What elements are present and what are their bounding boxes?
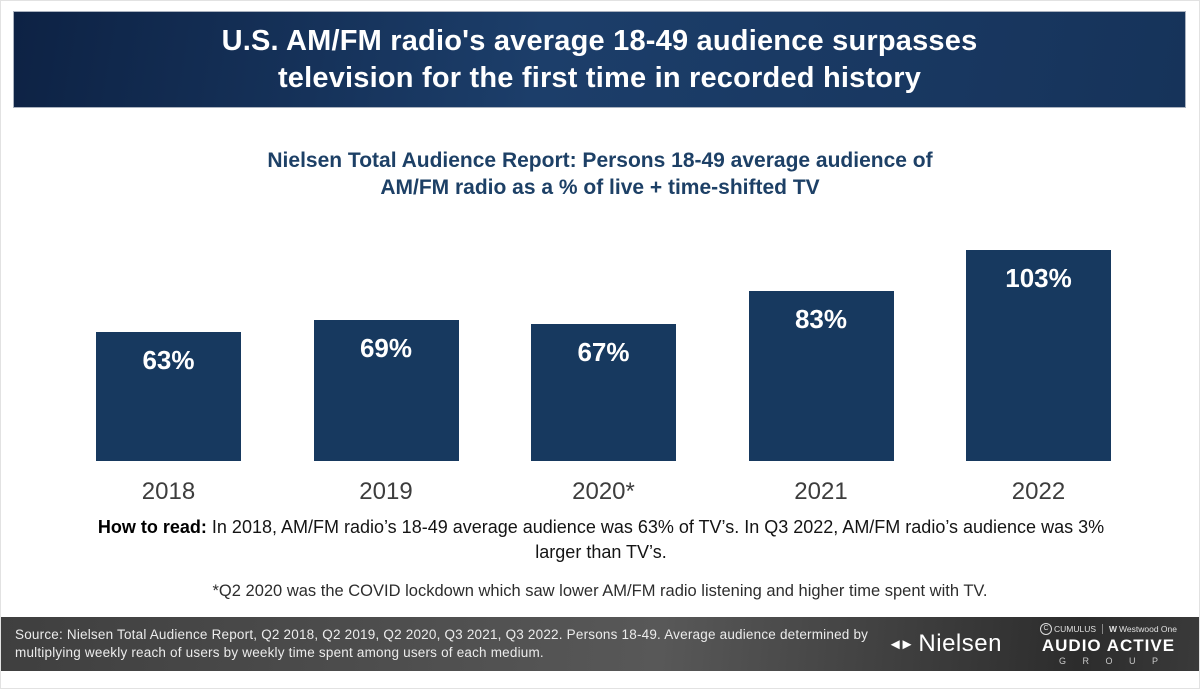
- how-to-read-label: How to read:: [97, 517, 207, 537]
- nielsen-logo: ◄ ► Nielsen: [888, 630, 1002, 658]
- westwood-one-label: Westwood One: [1119, 623, 1177, 634]
- group-label: G R O U P: [1058, 655, 1165, 666]
- bar-chart: 63% 69% 67% 83% 103%: [96, 249, 1111, 461]
- page-title-line2: television for the first time in recorde…: [277, 61, 922, 94]
- westwood-w-icon: W: [1109, 623, 1118, 634]
- nielsen-play-left-icon: ◄: [887, 635, 903, 653]
- x-axis-labels: 2018 2019 2020* 2021 2022: [96, 478, 1111, 506]
- bar-2019: 69%: [313, 320, 459, 461]
- bar-2018: 63%: [96, 332, 241, 461]
- x-axis-label-2020: 2020*: [572, 478, 635, 505]
- source-text: Source: Nielsen Total Audience Report, Q…: [15, 626, 869, 661]
- bar-value-label-2018: 63%: [142, 345, 195, 375]
- x-axis-label-2018: 2018: [141, 478, 196, 505]
- footer-bar: Source: Nielsen Total Audience Report, Q…: [1, 617, 1199, 671]
- header-banner: U.S. AM/FM radio's average 18-49 audienc…: [13, 11, 1186, 108]
- bar-column-2018: 63%: [96, 332, 241, 461]
- cumulus-c-icon: C: [1039, 622, 1052, 635]
- x-axis-label-2019: 2019: [359, 478, 413, 505]
- westwood-one-logo: W Westwood One: [1109, 624, 1177, 634]
- x-axis-label-2022: 2022: [1011, 478, 1066, 505]
- bar-value-label-2021: 83%: [794, 304, 848, 334]
- cumulus-label: CUMULUS: [1053, 623, 1096, 634]
- logo-divider: [1102, 623, 1103, 634]
- bar-2021: 83%: [748, 291, 894, 461]
- audio-active-group-logo: C CUMULUS W Westwood One AUDIO ACTIVE G …: [1039, 622, 1177, 666]
- how-to-read-note: How to read: In 2018, AM/FM radio’s 18-4…: [91, 515, 1111, 565]
- bar-2022: 103%: [966, 250, 1111, 461]
- page-title-line1: U.S. AM/FM radio's average 18-49 audienc…: [221, 24, 978, 57]
- chart-subtitle: Nielsen Total Audience Report: Persons 1…: [1, 147, 1199, 201]
- bar-column-2021: 83%: [748, 291, 894, 461]
- bar-value-label-2020: 67%: [577, 337, 630, 367]
- bar-column-2020: 67%: [531, 324, 676, 461]
- footer-logos: ◄ ► Nielsen C CUMULUS W Westwood One AUD…: [888, 622, 1177, 666]
- audio-active-label: AUDIO ACTIVE: [1041, 635, 1176, 655]
- how-to-read-text: In 2018, AM/FM radio’s 18-49 average aud…: [206, 517, 1105, 562]
- bar-value-label-2019: 69%: [359, 333, 413, 363]
- nielsen-play-right-icon: ►: [899, 635, 915, 653]
- bar-column-2019: 69%: [313, 320, 459, 461]
- aag-parent-brands: C CUMULUS W Westwood One: [1039, 622, 1177, 635]
- bar-2020: 67%: [531, 324, 676, 461]
- nielsen-wordmark: Nielsen: [918, 630, 1002, 657]
- covid-footnote: *Q2 2020 was the COVID lockdown which sa…: [212, 582, 988, 600]
- bar-column-2022: 103%: [966, 250, 1111, 461]
- x-axis-label-2021: 2021: [794, 478, 848, 505]
- cumulus-media-logo: C CUMULUS: [1039, 622, 1096, 635]
- subtitle-line1: Nielsen Total Audience Report: Persons 1…: [267, 149, 933, 172]
- subtitle-line2: AM/FM radio as a % of live + time-shifte…: [380, 176, 820, 199]
- bar-value-label-2022: 103%: [1005, 263, 1072, 293]
